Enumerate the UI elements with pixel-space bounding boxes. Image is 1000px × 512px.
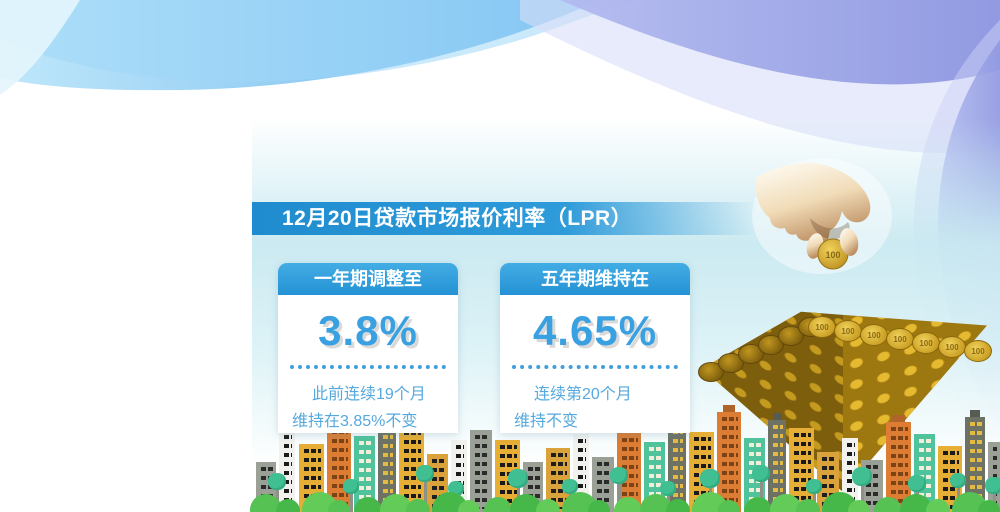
building <box>768 413 786 512</box>
bush <box>458 499 480 512</box>
coin: 100 <box>912 332 940 354</box>
building <box>965 410 985 512</box>
bush <box>640 494 672 512</box>
page-title: 12月20日贷款市场报价利率（LPR） <box>282 207 633 230</box>
building <box>592 457 614 512</box>
title-bar: 12月20日贷款市场报价利率（LPR） <box>252 202 757 235</box>
coin <box>758 335 784 355</box>
tree <box>610 466 628 512</box>
building <box>378 405 396 512</box>
tree <box>752 464 770 512</box>
one-year-rate-value: 3.8% <box>318 307 418 354</box>
panel-one-year: 一年期调整至 3.8% 此前连续19个月 维持在3.85%不变 <box>278 263 458 433</box>
tree <box>806 478 822 512</box>
five-year-note: 连续第20个月 维持不变 <box>500 381 690 435</box>
coin: 100 <box>860 324 888 346</box>
building <box>279 430 295 512</box>
dotted-divider <box>290 365 446 369</box>
panel-five-year: 五年期维持在 4.65% 连续第20个月 维持不变 <box>500 263 690 433</box>
tree <box>852 466 872 512</box>
five-year-note-line1: 连续第20个月 <box>534 386 632 403</box>
coin: 100 <box>964 340 992 362</box>
coin: 100 <box>808 316 836 338</box>
panel-five-year-header: 五年期维持在 <box>500 263 690 295</box>
coin: 100 <box>834 320 862 342</box>
hand-dropping-coin-illustration: 100 <box>752 158 892 274</box>
five-year-rate-value: 4.65% <box>532 307 658 354</box>
one-year-note-line2: 维持在3.85%不变 <box>292 413 418 430</box>
one-year-note: 此前连续19个月 维持在3.85%不变 <box>278 381 458 435</box>
bush <box>978 499 1000 512</box>
five-year-note-line2: 维持不变 <box>514 413 579 430</box>
wave-pale-left <box>0 0 80 95</box>
bush <box>874 496 902 512</box>
bush <box>770 494 802 512</box>
tree <box>985 476 1000 512</box>
index-finger <box>839 228 859 256</box>
bush <box>406 498 430 512</box>
tree <box>343 478 359 512</box>
bush <box>510 494 542 512</box>
building <box>914 434 935 512</box>
tree <box>416 464 434 512</box>
bush <box>744 496 772 512</box>
coin <box>718 353 744 373</box>
hand-shape <box>755 163 871 248</box>
bush <box>276 498 300 512</box>
bush <box>328 499 350 512</box>
coin: 100 <box>938 336 966 358</box>
coin: 100 <box>886 328 914 350</box>
bush <box>666 498 690 512</box>
bush <box>718 499 740 512</box>
bush <box>354 496 382 512</box>
bush <box>250 494 282 512</box>
bush <box>900 494 932 512</box>
building <box>470 430 492 512</box>
wave-blue-overlay <box>0 0 640 82</box>
coin <box>698 362 724 382</box>
bush <box>588 499 610 512</box>
tree <box>268 472 286 512</box>
wave-purple-top-right <box>560 0 1000 85</box>
coin <box>738 344 764 364</box>
bush <box>926 498 950 512</box>
bush <box>848 499 870 512</box>
bush <box>536 498 560 512</box>
bush <box>796 498 820 512</box>
panel-one-year-header: 一年期调整至 <box>278 263 458 295</box>
coin-in-hand-text: 100 <box>825 250 840 260</box>
coin <box>778 326 804 346</box>
bush <box>484 496 512 512</box>
bush <box>614 496 642 512</box>
bush <box>380 494 412 512</box>
one-year-note-line1: 此前连续19个月 <box>312 386 426 403</box>
dotted-divider <box>512 365 678 369</box>
building <box>354 436 375 512</box>
hand-shadow <box>810 218 850 240</box>
